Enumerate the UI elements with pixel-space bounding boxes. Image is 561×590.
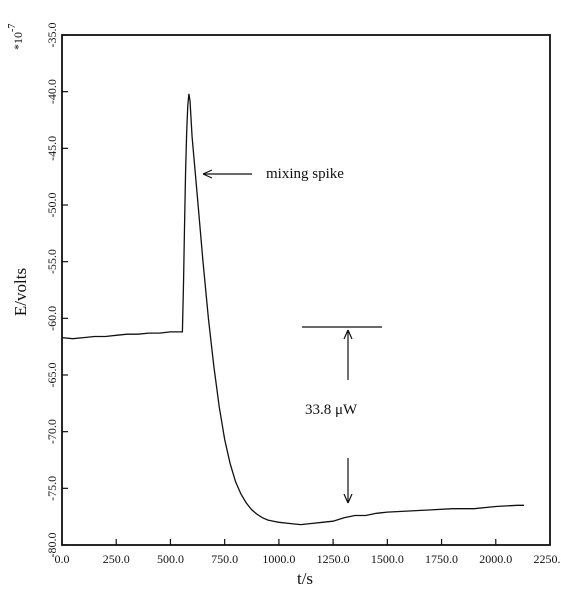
mixing-spike-annotation: mixing spike: [202, 166, 344, 182]
y-tick-label: -35.0: [45, 23, 59, 48]
y-tick-label: -60.0: [45, 306, 59, 331]
y-tick-label: -45.0: [45, 136, 59, 161]
x-tick-label: 2000.0: [479, 552, 512, 566]
y-tick-label: -80.0: [45, 533, 59, 558]
x-tick-label: 1250.0: [317, 552, 350, 566]
power-label: 33.8 μW: [305, 402, 358, 418]
x-tick-label: 0.0: [55, 552, 70, 566]
y-tick-label: -50.0: [45, 193, 59, 218]
x-tick-label: 1000.0: [262, 552, 295, 566]
y-tick-label: -70.0: [45, 419, 59, 444]
x-axis-ticks: 0.0 250.0 500.0 750.0 1000.0 1250.0 1500.0 1750…: [55, 539, 561, 566]
y-tick-label: -65.0: [45, 363, 59, 388]
scale-factor-base: *10: [11, 32, 25, 50]
x-tick-label: 750.0: [211, 552, 238, 566]
y-axis-ticks: -35.0 -40.0 -45.0 -50.0 -55.0 -60.0 -65.0 -70.0…: [45, 23, 68, 558]
power-annotation: 33.8 μW: [302, 326, 382, 504]
x-tick-label: 250.0: [103, 552, 130, 566]
plot-frame: [61, 34, 551, 546]
spike-label: mixing spike: [266, 166, 344, 182]
spike-arrow-head: [202, 169, 213, 179]
x-tick-label: 2250.0: [534, 552, 561, 566]
power-arrow-down-head: [343, 493, 353, 504]
x-tick-label: 1500.0: [371, 552, 404, 566]
y-tick-label: -40.0: [45, 79, 59, 104]
x-tick-label: 500.0: [157, 552, 184, 566]
series-line: [61, 93, 524, 526]
power-arrow-up-head: [343, 329, 353, 340]
y-tick-label: -55.0: [45, 249, 59, 274]
x-tick-label: 1750.0: [425, 552, 458, 566]
x-axis-label: t/s: [297, 569, 313, 588]
y-tick-label: -75.0: [45, 476, 59, 501]
scale-factor-exponent: -7: [7, 24, 18, 32]
y-axis-label: E/volts: [11, 268, 30, 316]
scale-factor-label: *10-7: [7, 24, 25, 50]
